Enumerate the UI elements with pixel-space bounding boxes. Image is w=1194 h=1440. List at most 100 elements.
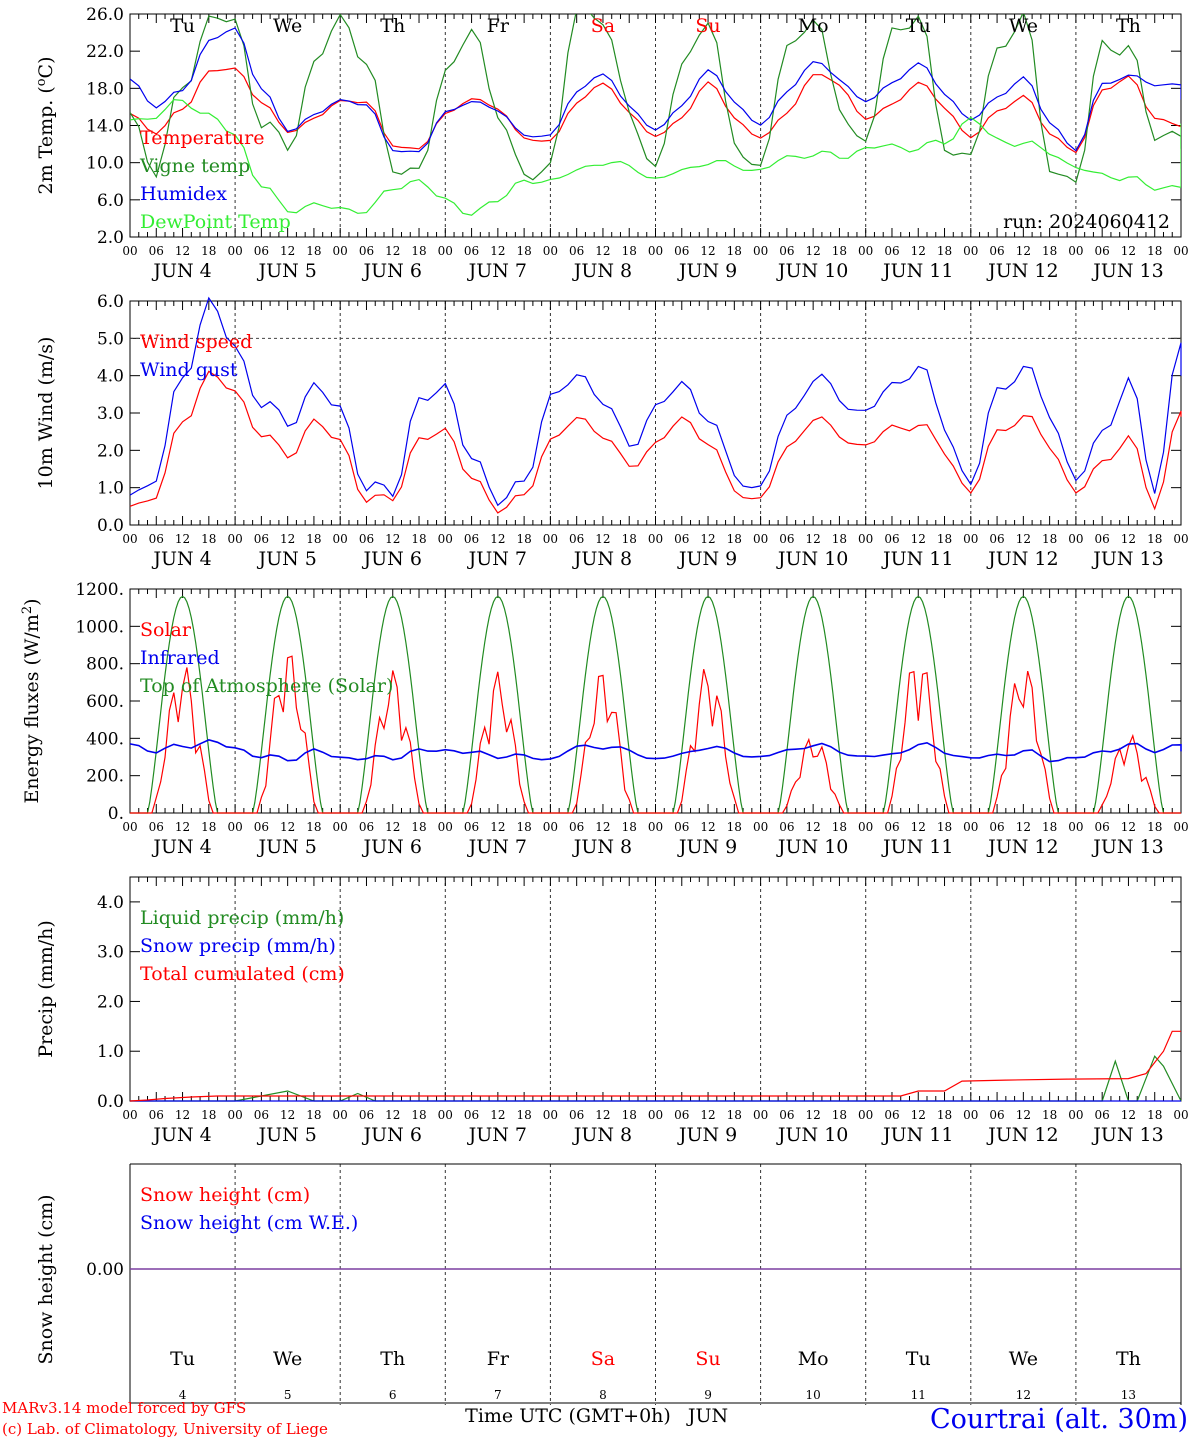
hour-tick-label: 00: [648, 820, 663, 834]
day-number-label: 6: [389, 1388, 397, 1402]
legend-entry: Liquid precip (mm/h): [140, 907, 344, 929]
weekday-label: Sa: [591, 1348, 615, 1370]
hour-tick-label: 12: [595, 532, 610, 546]
y-tick-label: 200.: [86, 767, 124, 787]
series-line-infrared: [129, 739, 1182, 763]
date-label: JUN 9: [677, 260, 737, 282]
date-label: JUN 7: [467, 260, 527, 282]
hour-tick-label: 06: [989, 244, 1004, 258]
hour-tick-label: 06: [1095, 820, 1110, 834]
panel-frame: [129, 13, 1182, 238]
hour-tick-label: 18: [622, 1108, 637, 1122]
hour-tick-label: 12: [595, 244, 610, 258]
panel-frame: [129, 588, 1182, 814]
weekday-label: Th: [380, 15, 405, 37]
legend-entry: Infrared: [140, 647, 220, 669]
series-line-dewpoint-temp: [130, 98, 1181, 216]
hour-tick-label: 00: [227, 532, 242, 546]
hour-tick-label: 18: [622, 820, 637, 834]
legend-entry: Vigne temp: [139, 155, 250, 177]
y-tick-label: 1.0: [97, 479, 124, 499]
hour-tick-label: 00: [753, 532, 768, 546]
hour-tick-label: 12: [806, 820, 821, 834]
hour-tick-label: 12: [280, 244, 295, 258]
hour-tick-label: 06: [884, 1108, 899, 1122]
hour-tick-label: 18: [727, 1108, 742, 1122]
y-tick-label: 6.0: [97, 292, 124, 312]
hour-tick-label: 06: [779, 820, 794, 834]
day-number-label: 10: [806, 1388, 821, 1402]
date-label: JUN 7: [467, 836, 527, 858]
y-tick-label: 26.0: [86, 5, 124, 25]
weekday-label: Fr: [487, 1348, 510, 1370]
hour-tick-label: 12: [385, 820, 400, 834]
hour-tick-label: 12: [806, 244, 821, 258]
hour-tick-label: 06: [464, 532, 479, 546]
x-axis-month: JUN: [686, 1405, 728, 1427]
hour-tick-label: 18: [201, 244, 216, 258]
weekday-label: Fr: [487, 15, 510, 37]
day-number-label: 11: [911, 1388, 926, 1402]
hour-tick-label: 00: [1173, 532, 1188, 546]
y-tick-label: 2.0: [97, 228, 124, 248]
hour-tick-label: 12: [385, 532, 400, 546]
date-label: JUN 6: [362, 1124, 422, 1146]
hour-tick-label: 12: [1016, 820, 1031, 834]
hour-tick-label: 18: [516, 532, 531, 546]
hour-tick-label: 18: [1042, 820, 1057, 834]
hour-tick-label: 00: [753, 1108, 768, 1122]
date-label: JUN 13: [1091, 1124, 1163, 1146]
legend-entry: Snow height (cm W.E.): [140, 1212, 358, 1234]
hour-tick-label: 00: [227, 244, 242, 258]
hour-tick-label: 00: [438, 1108, 453, 1122]
y-tick-label: 0.0: [97, 1092, 124, 1112]
weekday-label: Tu: [170, 1348, 195, 1370]
hour-tick-label: 06: [359, 820, 374, 834]
date-label: JUN 11: [881, 1124, 953, 1146]
hour-tick-label: 18: [306, 1108, 321, 1122]
hour-tick-label: 12: [1016, 244, 1031, 258]
y-axis-label: Energy fluxes (W/m2): [20, 598, 44, 803]
date-label: JUN 4: [151, 1124, 211, 1146]
hour-tick-label: 12: [806, 532, 821, 546]
hour-tick-label: 18: [1147, 532, 1162, 546]
weekday-label: We: [273, 1348, 302, 1370]
series-line-total-cumulated-cm-: [129, 1030, 1181, 1102]
hour-tick-label: 18: [1042, 1108, 1057, 1122]
weekday-label: Tu: [170, 15, 195, 37]
hour-tick-label: 06: [674, 820, 689, 834]
y-axis-label: Precip (mm/h): [35, 920, 57, 1058]
weekday-label: Th: [1116, 1348, 1141, 1370]
hour-tick-label: 18: [411, 820, 426, 834]
date-label: JUN 13: [1091, 836, 1163, 858]
date-label: JUN 6: [362, 260, 422, 282]
hour-tick-label: 00: [1173, 1108, 1188, 1122]
date-label: JUN 5: [256, 260, 316, 282]
hour-tick-label: 06: [779, 244, 794, 258]
hour-tick-label: 00: [858, 244, 873, 258]
hour-tick-label: 06: [884, 532, 899, 546]
hour-tick-label: 06: [569, 1108, 584, 1122]
hour-tick-label: 06: [464, 820, 479, 834]
hour-tick-label: 18: [411, 244, 426, 258]
y-axis-label: 10m Wind (m/s): [35, 337, 57, 490]
hour-tick-label: 00: [648, 1108, 663, 1122]
date-label: JUN 13: [1091, 548, 1163, 570]
day-number-label: 8: [599, 1388, 607, 1402]
date-label: JUN 8: [572, 260, 632, 282]
series-line-vigne-temp: [130, 14, 1181, 184]
weekday-label: Tu: [906, 1348, 931, 1370]
station-name: Courtrai (alt. 30m): [930, 1404, 1188, 1435]
y-tick-label: 2.0: [97, 992, 124, 1012]
hour-tick-label: 06: [884, 820, 899, 834]
y-tick-label: 600.: [86, 692, 124, 712]
hour-tick-label: 00: [333, 532, 348, 546]
hour-tick-label: 18: [727, 820, 742, 834]
date-label: JUN 7: [467, 1124, 527, 1146]
hour-tick-label: 18: [937, 1108, 952, 1122]
hour-tick-label: 00: [122, 1108, 137, 1122]
date-label: JUN 5: [256, 836, 316, 858]
panel-energy: [129, 588, 1182, 814]
y-tick-label: 1200.: [75, 580, 124, 600]
hour-tick-label: 18: [832, 1108, 847, 1122]
